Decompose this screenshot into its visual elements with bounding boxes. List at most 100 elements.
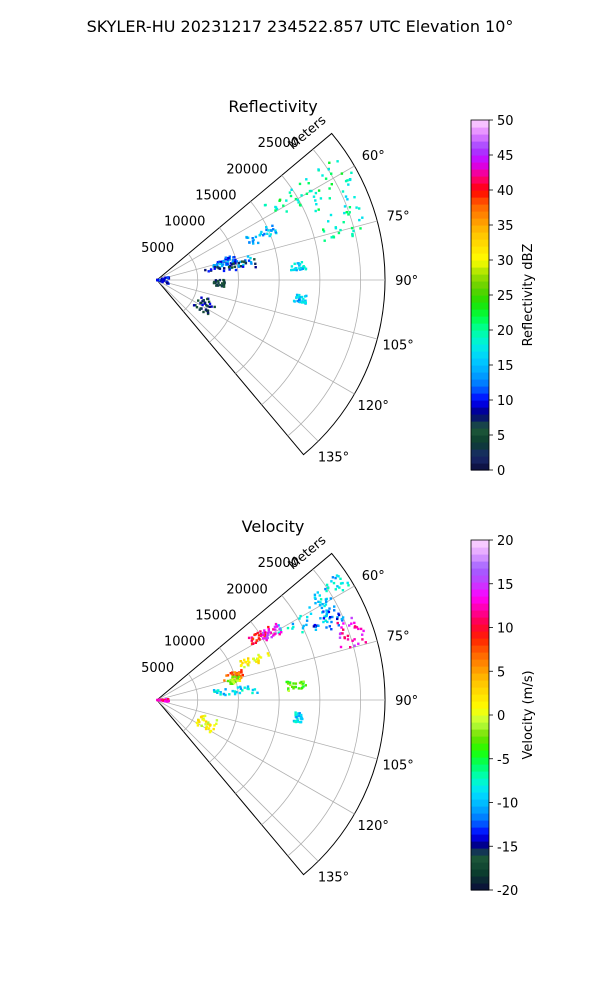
echo-gate [252, 238, 255, 242]
echo-gate [224, 256, 227, 259]
echo-gate [276, 625, 279, 628]
echo-gate [299, 296, 302, 299]
echo-gate [232, 256, 235, 259]
colorbar: -20 -15 -10 -5 0 5 10 15 20 Velocity (m/s) [470, 534, 536, 899]
echo-gate [192, 304, 196, 307]
colorbar-segment [471, 442, 489, 450]
sector-frame [156, 552, 386, 876]
echo-gate [304, 684, 307, 687]
echo-gate [251, 688, 255, 692]
echo-gate [194, 304, 197, 307]
echo-gate [244, 262, 248, 265]
echo-gate [302, 265, 305, 268]
echo-region [292, 711, 304, 724]
echo-gate [302, 624, 305, 628]
echo-gate [263, 232, 266, 236]
echo-gate [225, 674, 228, 677]
echo-gate [237, 265, 241, 268]
echo-gate [324, 177, 328, 180]
echo-gate [251, 637, 255, 640]
echo-gate [330, 183, 333, 186]
echo-gate [258, 638, 261, 641]
echo-gate [318, 594, 321, 597]
colorbar-segment [471, 372, 489, 380]
echo-gate [290, 265, 294, 268]
echo-gate [272, 628, 275, 631]
colorbar-segment [471, 792, 489, 800]
echo-gate [220, 285, 224, 288]
azimuth-gridline [156, 279, 378, 340]
echo-gate [300, 680, 303, 684]
echo-gate [241, 265, 245, 268]
echo-gate [243, 658, 246, 662]
echo-gate [323, 239, 326, 242]
echo-gate [298, 617, 301, 620]
colorbar-segment [471, 547, 489, 555]
echo-gate [253, 688, 257, 691]
echo-gate [327, 168, 330, 171]
echo-gate [273, 633, 276, 636]
echo-gate [328, 625, 331, 628]
colorbar-segment [471, 435, 489, 443]
colorbar-segment [471, 183, 489, 191]
echo-gate [207, 300, 211, 303]
echo-gate [295, 268, 298, 272]
echo-gate [260, 230, 263, 234]
colorbar-segment [471, 645, 489, 653]
echo-gate [341, 589, 345, 592]
colorbar-tick-label: 0 [497, 709, 505, 724]
colorbar-segment [471, 596, 489, 604]
echo-gate [324, 614, 328, 618]
echo-gate [224, 258, 227, 261]
echo-gate [254, 262, 257, 265]
colorbar-segment [471, 148, 489, 156]
echo-gate [257, 634, 261, 637]
echo-gate [364, 641, 367, 644]
echo-gate [248, 661, 251, 664]
echo-gate [309, 612, 313, 615]
echo-gate [361, 633, 364, 636]
echo-gate [293, 720, 296, 723]
echo-gate [297, 201, 300, 204]
echo-gate [299, 717, 302, 720]
colorbar-segment [471, 302, 489, 310]
echo-gate [213, 267, 216, 270]
colorbar-segment [471, 134, 489, 142]
echo-gate [346, 638, 350, 641]
colorbar-segment [471, 386, 489, 394]
echo-gate [303, 301, 307, 304]
echo-gate [226, 262, 229, 265]
colorbar-segment [471, 659, 489, 667]
echo-gate [165, 281, 169, 285]
echo-gate [233, 690, 237, 693]
echo-gate [272, 228, 275, 231]
colorbar-segment [471, 806, 489, 814]
colorbar-segment [471, 666, 489, 674]
echo-gate [313, 596, 317, 599]
echo-gate [221, 282, 224, 285]
echo-gate [262, 637, 265, 640]
echo-gate [223, 267, 226, 270]
echo-gate [326, 620, 329, 624]
echo-gate [300, 713, 303, 717]
echo-gate [216, 261, 220, 264]
echo-region [285, 680, 307, 692]
echo-gate [334, 588, 337, 591]
colorbar-segment [471, 848, 489, 856]
echo-gate [278, 628, 281, 631]
echo-gate [195, 306, 199, 309]
panel-title: Velocity [242, 517, 305, 536]
colorbar-segment [471, 309, 489, 317]
echo-gate [251, 642, 255, 645]
velocity-panel: Velocity500010000150002000025000Meters60… [141, 517, 536, 899]
echo-gate [247, 687, 250, 691]
echo-gate [301, 267, 304, 270]
echo-gate [237, 672, 240, 675]
echo-gate [330, 620, 333, 624]
colorbar-segment [471, 267, 489, 275]
colorbar-segment [471, 393, 489, 401]
echo-gate [344, 179, 348, 183]
echo-gate [230, 263, 234, 266]
echo-gate [240, 671, 243, 674]
echo-gate [296, 717, 299, 720]
